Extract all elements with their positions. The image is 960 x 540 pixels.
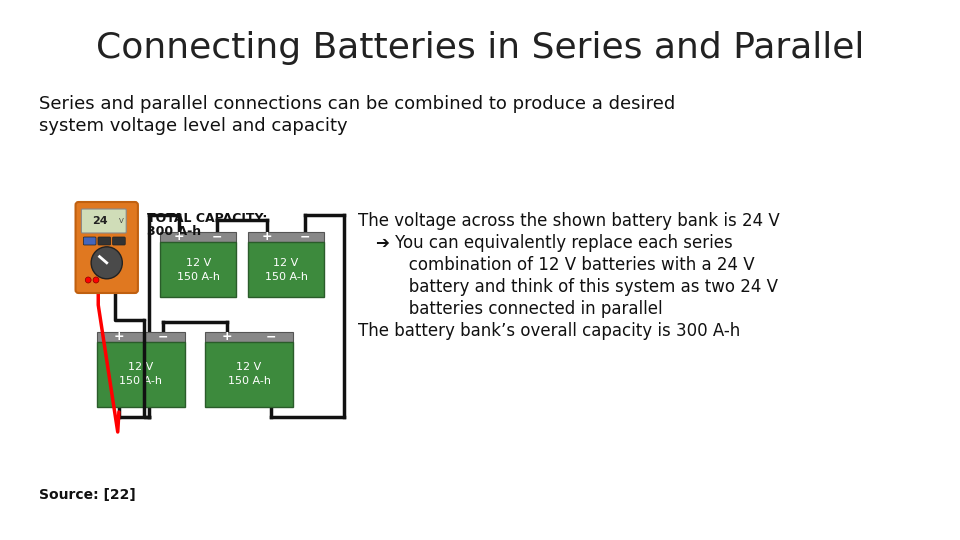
FancyBboxPatch shape: [98, 237, 110, 245]
Circle shape: [91, 247, 122, 279]
Text: +: +: [262, 231, 273, 244]
Text: TOTAL CAPACITY:: TOTAL CAPACITY:: [147, 212, 267, 225]
Text: Series and parallel connections can be combined to produce a desired: Series and parallel connections can be c…: [39, 95, 676, 113]
Circle shape: [85, 277, 91, 283]
FancyBboxPatch shape: [205, 342, 293, 407]
Text: The voltage across the shown battery bank is 24 V: The voltage across the shown battery ban…: [358, 212, 780, 230]
Text: V: V: [118, 218, 123, 224]
Text: batteries connected in parallel: batteries connected in parallel: [394, 300, 663, 318]
FancyBboxPatch shape: [84, 237, 96, 245]
Text: +: +: [222, 330, 232, 343]
FancyBboxPatch shape: [205, 332, 293, 342]
Text: 24: 24: [92, 216, 108, 226]
FancyBboxPatch shape: [97, 342, 184, 407]
FancyBboxPatch shape: [160, 242, 236, 297]
FancyBboxPatch shape: [97, 332, 184, 342]
FancyBboxPatch shape: [112, 237, 125, 245]
FancyBboxPatch shape: [76, 202, 138, 293]
Text: Source: [22]: Source: [22]: [39, 488, 136, 502]
Text: +: +: [113, 330, 124, 343]
Text: −: −: [300, 231, 310, 244]
Text: −: −: [266, 330, 276, 343]
FancyBboxPatch shape: [82, 209, 126, 233]
FancyBboxPatch shape: [248, 242, 324, 297]
Text: The battery bank’s overall capacity is 300 A-h: The battery bank’s overall capacity is 3…: [358, 322, 740, 340]
Text: Connecting Batteries in Series and Parallel: Connecting Batteries in Series and Paral…: [96, 31, 864, 65]
Text: 12 V
150 A-h: 12 V 150 A-h: [265, 258, 307, 281]
Text: 12 V
150 A-h: 12 V 150 A-h: [228, 362, 271, 387]
Text: ➔ You can equivalently replace each series: ➔ You can equivalently replace each seri…: [375, 234, 732, 252]
Text: 300 A-h: 300 A-h: [147, 225, 201, 238]
Text: battery and think of this system as two 24 V: battery and think of this system as two …: [394, 278, 779, 296]
FancyBboxPatch shape: [160, 232, 236, 242]
Text: 12 V
150 A-h: 12 V 150 A-h: [177, 258, 220, 281]
FancyBboxPatch shape: [248, 232, 324, 242]
Text: 12 V
150 A-h: 12 V 150 A-h: [119, 362, 162, 387]
Circle shape: [93, 277, 99, 283]
Text: system voltage level and capacity: system voltage level and capacity: [39, 117, 348, 135]
Text: −: −: [157, 330, 168, 343]
Text: −: −: [212, 231, 223, 244]
Text: +: +: [174, 231, 184, 244]
Text: combination of 12 V batteries with a 24 V: combination of 12 V batteries with a 24 …: [394, 256, 755, 274]
